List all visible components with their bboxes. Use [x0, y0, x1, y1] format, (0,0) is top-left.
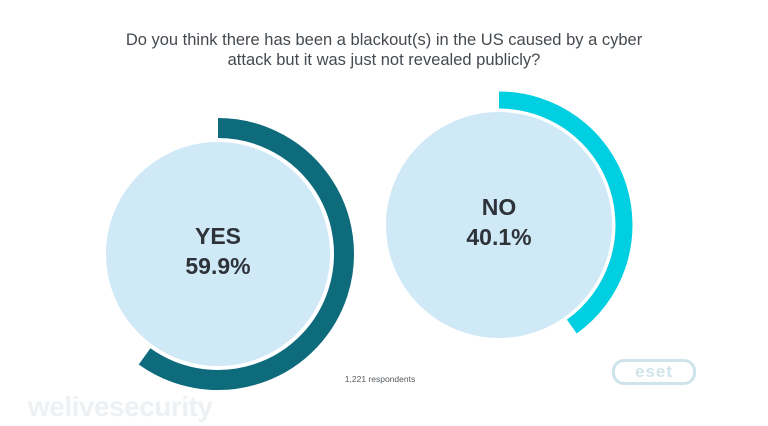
chart-title-line-1: Do you think there has been a blackout(s…	[125, 31, 643, 49]
value-yes: 59.9%	[185, 253, 250, 279]
inner-circle-no	[386, 112, 612, 338]
chart-yes: YES 59.9%	[106, 118, 354, 390]
chart-title-line-2: attack but it was just not revealed publ…	[227, 51, 541, 69]
label-yes: YES	[195, 223, 241, 249]
chart-no: NO 40.1%	[386, 91, 633, 338]
value-no: 40.1%	[466, 224, 531, 250]
ring-arc-no	[498, 91, 633, 334]
eset-logo: eset	[612, 359, 696, 385]
inner-circle-yes	[106, 142, 330, 366]
chart-title: Do you think there has been a blackout(s…	[84, 30, 684, 70]
label-no: NO	[482, 194, 517, 220]
respondents-count: 1,221 respondents	[344, 374, 416, 384]
welivesecurity-logo: welivesecurity	[28, 391, 213, 422]
ring-arc-yes	[138, 118, 354, 390]
